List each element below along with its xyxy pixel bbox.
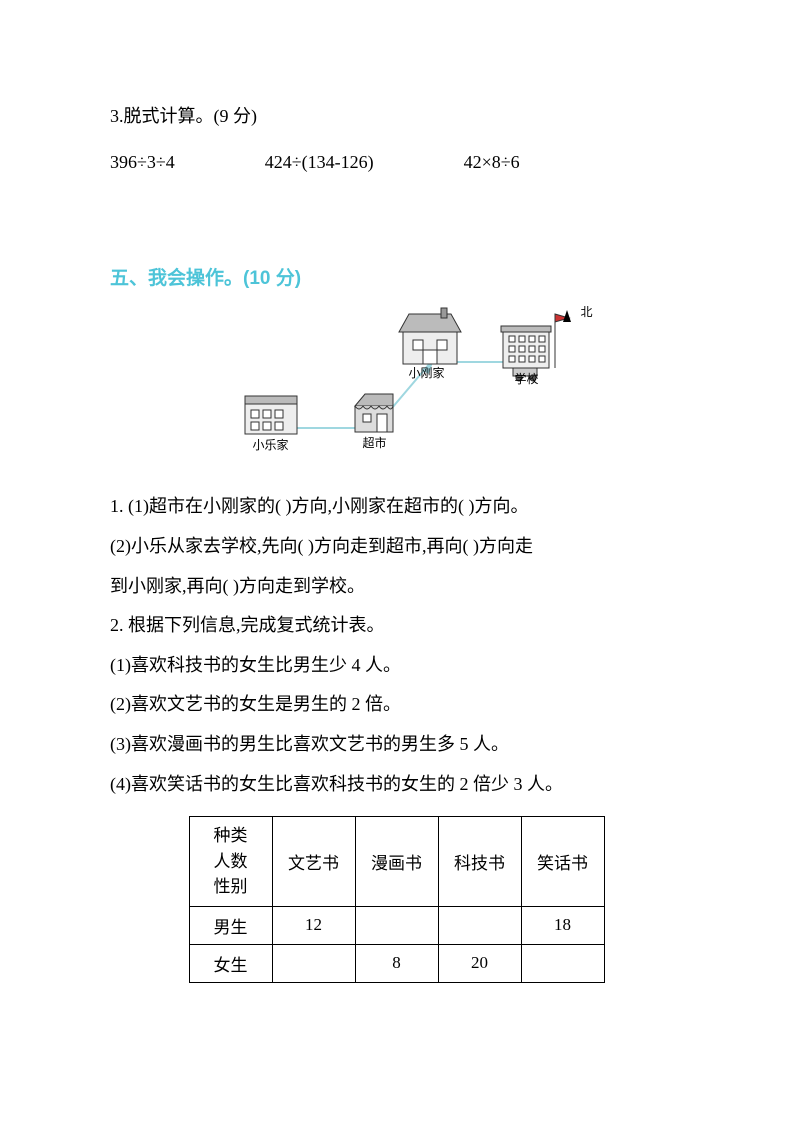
corner-l2: 人数 bbox=[198, 849, 264, 875]
expr-1: 396÷3÷4 bbox=[110, 152, 175, 173]
table-row: 女生 8 20 bbox=[189, 944, 604, 982]
table-row: 男生 12 18 bbox=[189, 906, 604, 944]
q5-2-intro: 2. 根据下列信息,完成复式统计表。 bbox=[110, 606, 683, 646]
row1-c1: 12 bbox=[272, 906, 355, 944]
north-icon bbox=[563, 310, 571, 322]
label-xiaogang: 小刚家 bbox=[409, 364, 445, 381]
q5-1b: (2)小乐从家去学校,先向( )方向走到超市,再向( )方向走 bbox=[110, 527, 683, 567]
col-1: 文艺书 bbox=[272, 817, 355, 907]
col-2: 漫画书 bbox=[355, 817, 438, 907]
row2-c4 bbox=[521, 944, 604, 982]
row2-c3: 20 bbox=[438, 944, 521, 982]
label-xiaole: 小乐家 bbox=[253, 436, 289, 453]
q5-2-s3: (3)喜欢漫画书的男生比喜欢文艺书的男生多 5 人。 bbox=[110, 725, 683, 765]
col-4: 笑话书 bbox=[521, 817, 604, 907]
corner-l3: 性别 bbox=[198, 874, 264, 900]
q5-2-s1: (1)喜欢科技书的女生比男生少 4 人。 bbox=[110, 646, 683, 686]
corner-l1: 种类 bbox=[198, 823, 264, 849]
col-3: 科技书 bbox=[438, 817, 521, 907]
row2-c2: 8 bbox=[355, 944, 438, 982]
section-5-title: 五、我会操作。(10 分) bbox=[110, 263, 683, 290]
q5-1b2: 到小刚家,再向( )方向走到学校。 bbox=[110, 567, 683, 607]
expr-2: 424÷(134-126) bbox=[265, 152, 374, 173]
q5-1a: 1. (1)超市在小刚家的( )方向,小刚家在超市的( )方向。 bbox=[110, 487, 683, 527]
label-north: 北 bbox=[580, 306, 592, 319]
row1-label: 男生 bbox=[189, 906, 272, 944]
row1-c2 bbox=[355, 906, 438, 944]
stats-table: 种类 人数 性别 文艺书 漫画书 科技书 笑话书 男生 12 18 女生 8 2… bbox=[189, 816, 605, 983]
table-corner: 种类 人数 性别 bbox=[189, 817, 272, 907]
label-chaoshi: 超市 bbox=[363, 434, 387, 451]
map-diagram: 小乐家 超市 小刚家 学校 北 bbox=[217, 304, 577, 464]
q3-exprs: 396÷3÷4 424÷(134-126) 42×8÷6 bbox=[110, 152, 683, 173]
row1-c4: 18 bbox=[521, 906, 604, 944]
q5-2-s4: (4)喜欢笑话书的女生比喜欢科技书的女生的 2 倍少 3 人。 bbox=[110, 765, 683, 805]
q3-title: 3.脱式计算。(9 分) bbox=[110, 100, 683, 132]
row2-label: 女生 bbox=[189, 944, 272, 982]
row1-c3 bbox=[438, 906, 521, 944]
expr-3: 42×8÷6 bbox=[464, 152, 520, 173]
label-xuexiao: 学校 bbox=[515, 370, 539, 387]
q5-2-s2: (2)喜欢文艺书的女生是男生的 2 倍。 bbox=[110, 685, 683, 725]
row2-c1 bbox=[272, 944, 355, 982]
